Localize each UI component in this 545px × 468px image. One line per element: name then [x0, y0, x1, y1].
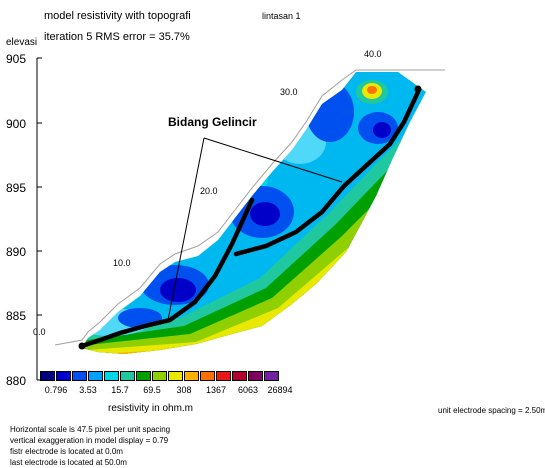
- y-tick-905: 905: [6, 52, 27, 66]
- chart-subtitle: iteration 5 RMS error = 35.7%: [44, 31, 190, 43]
- color-scale-value: 3.53: [79, 385, 97, 395]
- resistivity-model: [82, 72, 426, 354]
- color-swatch: [72, 371, 87, 381]
- color-swatch: [248, 371, 263, 381]
- distance-label-0: 0.0: [33, 327, 46, 337]
- color-swatch: [88, 371, 103, 381]
- color-scale-value: 26894: [267, 385, 293, 395]
- color-swatch: [184, 371, 199, 381]
- slip-surface-upper: [233, 89, 421, 257]
- color-swatch: [168, 371, 183, 381]
- color-swatch: [40, 371, 55, 381]
- color-swatch: [232, 371, 247, 381]
- note-first-electrode: fistr electrode is located at 0.0m: [10, 447, 123, 456]
- y-axis-title: elevasi: [6, 37, 38, 48]
- y-tick-890: 890: [6, 245, 27, 259]
- y-tick-880: 880: [6, 374, 27, 388]
- note-last-electrode: last electrode is located at 50.0m: [10, 458, 127, 467]
- chart-title: model resistivity with topografi: [44, 10, 191, 22]
- annotation-arrow-left: [167, 137, 205, 321]
- slip-surface-end: [78, 342, 86, 350]
- slip-surface-end: [414, 85, 422, 93]
- slip-surface-lower: [79, 197, 255, 349]
- distance-label-40: 40.0: [364, 49, 382, 59]
- distance-label-20: 20.0: [200, 186, 218, 196]
- y-tick-900: 900: [6, 117, 27, 131]
- note-vertical-exaggeration: vertical exaggeration in model display =…: [10, 436, 169, 445]
- color-scale-value: 69.5: [143, 385, 161, 395]
- color-scale-value: 6063: [237, 385, 259, 395]
- color-scale-value: 308: [176, 385, 192, 395]
- y-tick-885: 885: [6, 309, 27, 323]
- color-swatch: [104, 371, 119, 381]
- annotation-arrow-right: [203, 137, 343, 183]
- color-swatch: [264, 371, 279, 381]
- color-swatch: [136, 371, 151, 381]
- line-name: lintasan 1: [262, 11, 301, 21]
- color-swatch: [216, 371, 231, 381]
- topography-line: [54, 69, 445, 346]
- color-swatch: [152, 371, 167, 381]
- note-horizontal-scale: Horizontal scale is 47.5 pixel per unit …: [10, 425, 171, 434]
- y-tick-895: 895: [6, 181, 27, 195]
- color-swatch: [120, 371, 135, 381]
- electrode-spacing: unit electrode spacing = 2.50m: [438, 406, 545, 415]
- distance-label-10: 10.0: [113, 258, 131, 268]
- color-swatch: [200, 371, 215, 381]
- annotation-label: Bidang Gelincir: [168, 115, 257, 129]
- color-swatch: [56, 371, 71, 381]
- distance-label-30: 30.0: [280, 87, 298, 97]
- color-scale-label: resistivity in ohm.m: [108, 403, 194, 414]
- color-scale-value: 1367: [205, 385, 227, 395]
- color-scale-value: 15.7: [111, 385, 129, 395]
- color-scale-value: 0.796: [44, 385, 68, 395]
